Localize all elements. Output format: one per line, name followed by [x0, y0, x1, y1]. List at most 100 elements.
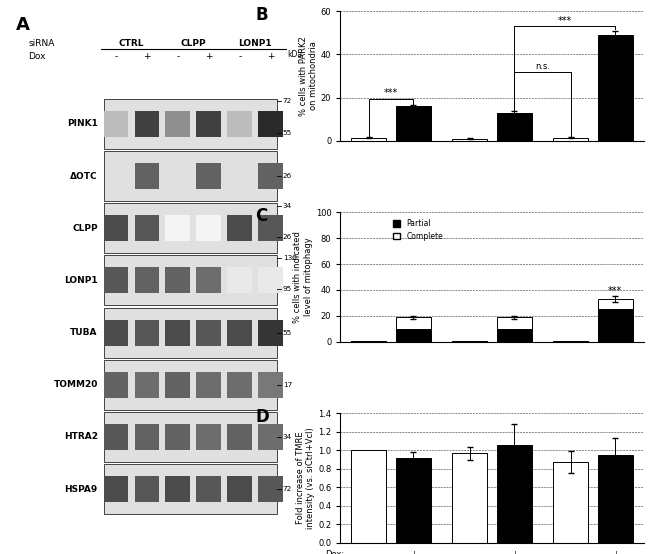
Text: +: + — [612, 550, 619, 554]
Bar — [258, 111, 283, 137]
Bar — [227, 268, 252, 294]
Bar — [497, 112, 532, 141]
Text: siRNA: siRNA — [28, 39, 55, 48]
Bar — [196, 163, 221, 189]
Bar — [196, 476, 221, 502]
Bar — [196, 111, 221, 137]
Bar — [227, 320, 252, 346]
Bar — [452, 341, 488, 342]
Bar — [598, 299, 633, 310]
Bar — [166, 424, 190, 450]
Text: Dox: Dox — [28, 52, 46, 61]
Bar — [396, 329, 431, 342]
Bar — [135, 476, 159, 502]
Text: -: - — [114, 52, 118, 61]
Bar — [351, 450, 386, 543]
Bar — [227, 372, 252, 398]
Bar — [497, 329, 532, 342]
Text: ΔOTC: ΔOTC — [70, 172, 98, 181]
Bar — [103, 320, 129, 346]
Bar — [135, 372, 159, 398]
Bar — [135, 111, 159, 137]
Bar — [166, 476, 190, 502]
Text: TUBA: TUBA — [70, 328, 98, 337]
Bar — [166, 111, 190, 137]
Bar — [103, 476, 129, 502]
Text: +: + — [410, 550, 417, 554]
Bar — [104, 255, 277, 305]
Bar — [103, 215, 129, 241]
Text: 72: 72 — [283, 99, 292, 105]
Bar — [104, 203, 277, 253]
Bar — [553, 462, 588, 543]
Bar — [351, 341, 386, 342]
Text: 95: 95 — [283, 286, 292, 293]
Text: HSPA9: HSPA9 — [64, 485, 98, 494]
Text: HTRA2: HTRA2 — [64, 433, 98, 442]
Bar — [103, 372, 129, 398]
Text: ***: *** — [384, 88, 398, 98]
Bar — [104, 360, 277, 410]
Bar — [258, 372, 283, 398]
Bar — [135, 215, 159, 241]
Y-axis label: % cells with indicated
level of mitophagy: % cells with indicated level of mitophag… — [293, 231, 313, 323]
Bar — [196, 215, 221, 241]
Text: -: - — [569, 550, 572, 554]
Bar — [103, 424, 129, 450]
Y-axis label: % cells with PARK2
on mitochondria: % cells with PARK2 on mitochondria — [298, 36, 318, 116]
Bar — [396, 317, 431, 329]
Bar — [135, 163, 159, 189]
Text: n.s.: n.s. — [535, 62, 550, 71]
Bar — [497, 317, 532, 329]
Bar — [497, 445, 532, 543]
Bar — [104, 307, 277, 358]
Text: ***: *** — [608, 286, 623, 296]
Bar — [103, 111, 129, 137]
Bar — [258, 268, 283, 294]
Text: kDa: kDa — [287, 50, 302, 59]
Text: 26: 26 — [283, 234, 292, 240]
Bar — [135, 320, 159, 346]
Bar — [227, 424, 252, 450]
Text: A: A — [16, 17, 30, 34]
Text: 26: 26 — [283, 173, 292, 179]
Bar — [196, 424, 221, 450]
Bar — [227, 215, 252, 241]
Text: +: + — [143, 52, 151, 61]
Bar — [258, 476, 283, 502]
Bar — [196, 372, 221, 398]
Text: C: C — [255, 207, 268, 225]
Legend: Partial, Complete: Partial, Complete — [389, 216, 447, 244]
Text: -: - — [176, 52, 179, 61]
Bar — [258, 320, 283, 346]
Bar — [166, 320, 190, 346]
Text: +: + — [511, 550, 517, 554]
Bar — [396, 458, 431, 543]
Text: Dox:: Dox: — [325, 550, 344, 554]
Text: TOMM20: TOMM20 — [53, 380, 98, 389]
Text: 72: 72 — [283, 486, 292, 492]
Bar — [598, 35, 633, 141]
Bar — [135, 268, 159, 294]
Text: 34: 34 — [283, 434, 292, 440]
Bar — [166, 372, 190, 398]
Bar — [598, 455, 633, 543]
Text: 17: 17 — [283, 382, 292, 388]
Text: -: - — [238, 52, 241, 61]
Bar — [104, 412, 277, 462]
Text: D: D — [255, 408, 269, 426]
Bar — [135, 424, 159, 450]
Text: 55: 55 — [283, 130, 292, 136]
Text: LONP1: LONP1 — [239, 39, 272, 48]
Bar — [166, 268, 190, 294]
Bar — [598, 310, 633, 342]
Text: +: + — [205, 52, 213, 61]
Text: PINK1: PINK1 — [67, 119, 98, 129]
Text: CLPP: CLPP — [181, 39, 206, 48]
Bar — [396, 106, 431, 141]
Bar — [196, 268, 221, 294]
Text: ***: *** — [558, 16, 572, 25]
Bar — [452, 138, 488, 141]
Bar — [104, 464, 277, 514]
Text: LONP1: LONP1 — [64, 276, 98, 285]
